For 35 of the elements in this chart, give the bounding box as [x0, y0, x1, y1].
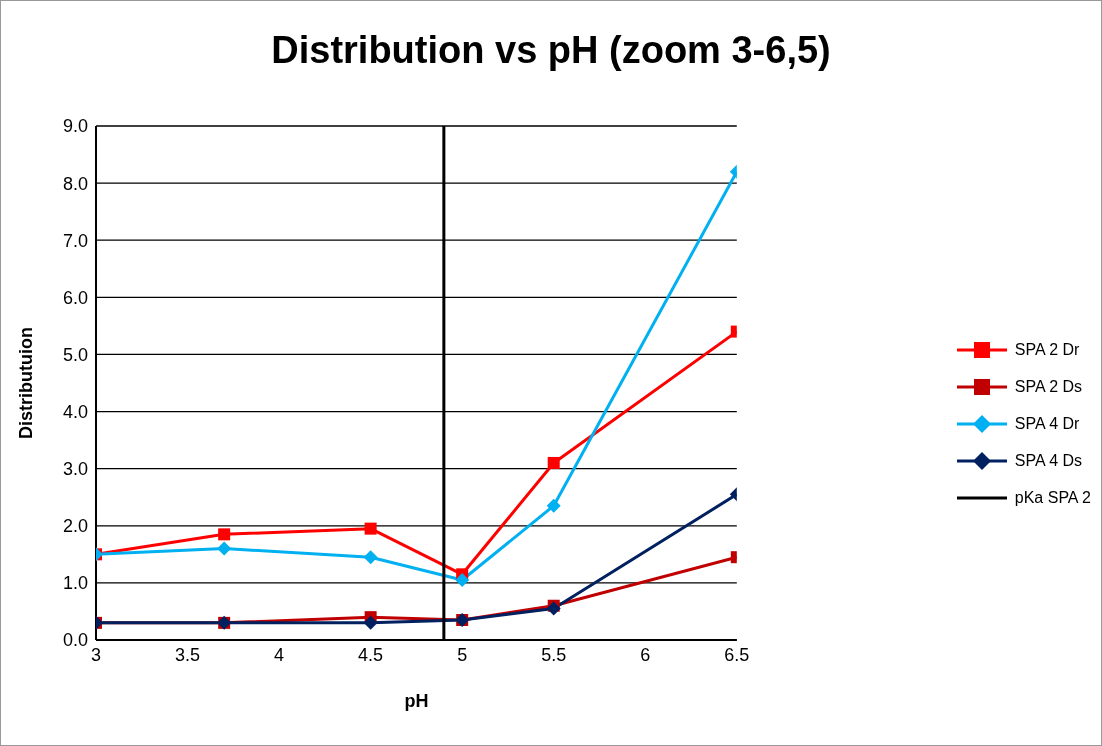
y-tick-label: 8.0	[62, 173, 88, 194]
point	[546, 601, 561, 616]
x-tick-label: 6.5	[724, 644, 750, 665]
x-tick-label: 4	[274, 644, 285, 665]
y-tick-label: 5.0	[62, 344, 88, 365]
point	[364, 522, 377, 535]
legend-label: SPA 4 Dr	[1014, 414, 1080, 433]
y-axis-title: Distributuion	[16, 327, 37, 439]
legend-label: pKa SPA 2	[1014, 488, 1091, 507]
x-tick-label: 5	[457, 644, 468, 665]
x-tick-label: 5.5	[541, 644, 567, 665]
y-tick-label: 1.0	[62, 573, 88, 594]
point	[363, 615, 378, 630]
legend-label: SPA 4 Ds	[1014, 451, 1083, 470]
y-tick-label: 7.0	[62, 230, 88, 251]
y-tick-label: 3.0	[62, 459, 88, 480]
point	[547, 456, 560, 469]
legend-label: SPA 2 Dr	[1014, 340, 1080, 359]
legend-label: SPA 2 Ds	[1014, 377, 1083, 396]
x-tick-label: 4.5	[358, 644, 384, 665]
x-tick-label: 6	[640, 644, 651, 665]
x-axis-title: pH	[404, 691, 429, 711]
y-tick-label: 0.0	[62, 630, 88, 651]
x-tick-label: 3	[90, 644, 102, 665]
y-tick-label: 2.0	[62, 516, 88, 537]
point	[217, 541, 232, 556]
x-tick-label: 3.5	[175, 644, 201, 665]
point	[546, 498, 561, 513]
y-tick-label: 6.0	[62, 287, 88, 308]
y-tick-label: 4.0	[62, 401, 88, 422]
point	[218, 528, 231, 541]
chart-title: Distribution vs pH (zoom 3-6,5)	[270, 29, 832, 72]
point	[363, 550, 378, 565]
point	[455, 573, 470, 588]
y-tick-label: 9.0	[62, 116, 88, 137]
